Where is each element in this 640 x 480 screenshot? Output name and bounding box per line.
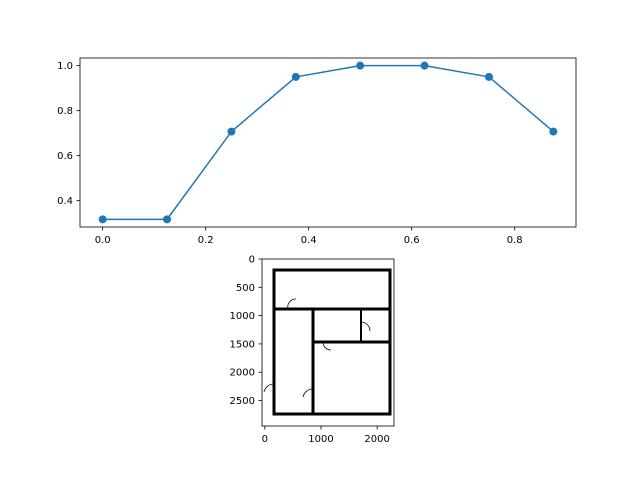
y-tick-label: 0 <box>249 255 255 266</box>
y-tick-label: 0.6 <box>57 151 73 162</box>
data-point <box>484 72 493 81</box>
line-chart: 0.0 0.2 0.4 0.6 0.8 0.4 0.6 0.8 1.0 <box>57 57 577 246</box>
floor-plan-frame <box>261 258 395 427</box>
data-point <box>291 72 300 81</box>
floor-plan-y-ticks: 0 500 1000 1500 2000 2500 <box>230 255 262 407</box>
x-tick-label: 1000 <box>308 434 333 445</box>
line-chart-plot-area <box>79 57 577 228</box>
data-point <box>163 215 172 224</box>
data-point <box>549 127 558 136</box>
y-tick-label: 0.4 <box>57 196 73 207</box>
x-tick-label: 0.6 <box>404 235 420 246</box>
data-point <box>420 61 429 70</box>
x-tick-label: 0.0 <box>95 235 111 246</box>
y-tick-label: 1500 <box>230 339 255 350</box>
x-tick-label: 2000 <box>364 434 389 445</box>
data-point <box>98 215 107 224</box>
data-point <box>227 127 236 136</box>
y-tick-label: 2500 <box>230 396 255 407</box>
y-tick-label: 2000 <box>230 368 255 379</box>
y-tick-label: 1.0 <box>57 61 73 72</box>
floor-plan-axes: 0 1000 2000 0 500 1000 1500 2000 2500 <box>230 255 395 445</box>
x-tick-label: 0 <box>262 434 268 445</box>
x-tick-label: 0.4 <box>301 235 317 246</box>
y-tick-label: 1000 <box>230 311 255 322</box>
floor-plan-x-ticks: 0 1000 2000 <box>262 426 390 445</box>
y-tick-label: 0.8 <box>57 106 73 117</box>
line-chart-x-ticks: 0.0 0.2 0.4 0.6 0.8 <box>95 227 523 246</box>
series-line <box>102 64 554 221</box>
y-tick-label: 500 <box>236 283 255 294</box>
floor-plan-image <box>262 259 394 426</box>
data-point <box>356 61 365 70</box>
line-chart-y-ticks: 0.4 0.6 0.8 1.0 <box>57 61 80 207</box>
x-tick-label: 0.2 <box>198 235 214 246</box>
line-chart-series <box>98 61 558 224</box>
x-tick-label: 0.8 <box>507 235 523 246</box>
